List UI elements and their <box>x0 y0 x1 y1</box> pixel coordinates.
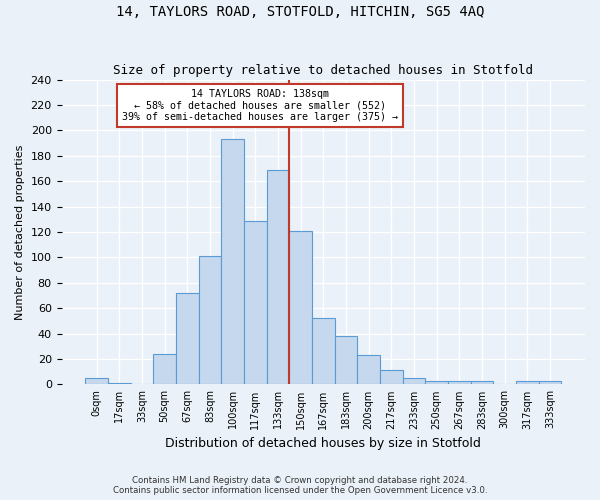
Bar <box>289 230 312 384</box>
Bar <box>108 383 131 384</box>
Text: Contains HM Land Registry data © Crown copyright and database right 2024.
Contai: Contains HM Land Registry data © Crown c… <box>113 476 487 495</box>
Bar <box>380 370 403 384</box>
Bar <box>516 380 539 384</box>
Bar <box>199 256 221 384</box>
Bar <box>244 220 266 384</box>
Text: 14, TAYLORS ROAD, STOTFOLD, HITCHIN, SG5 4AQ: 14, TAYLORS ROAD, STOTFOLD, HITCHIN, SG5… <box>116 5 484 19</box>
Bar <box>154 354 176 384</box>
Bar <box>470 380 493 384</box>
Title: Size of property relative to detached houses in Stotfold: Size of property relative to detached ho… <box>113 64 533 77</box>
Bar <box>266 170 289 384</box>
X-axis label: Distribution of detached houses by size in Stotfold: Distribution of detached houses by size … <box>166 437 481 450</box>
Bar <box>403 378 425 384</box>
Bar <box>539 380 561 384</box>
Y-axis label: Number of detached properties: Number of detached properties <box>15 144 25 320</box>
Bar <box>221 140 244 384</box>
Text: 14 TAYLORS ROAD: 138sqm
← 58% of detached houses are smaller (552)
39% of semi-d: 14 TAYLORS ROAD: 138sqm ← 58% of detache… <box>122 88 398 122</box>
Bar <box>85 378 108 384</box>
Bar <box>312 318 335 384</box>
Bar <box>357 355 380 384</box>
Bar <box>425 380 448 384</box>
Bar <box>176 293 199 384</box>
Bar <box>448 380 470 384</box>
Bar <box>335 336 357 384</box>
